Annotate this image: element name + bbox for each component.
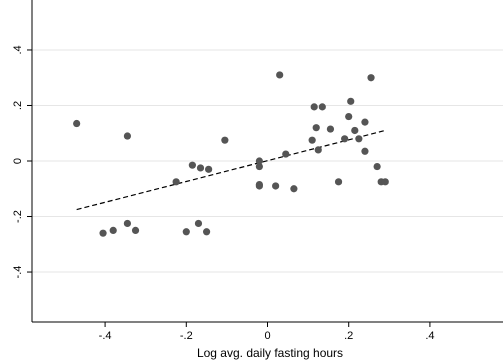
x-axis-title: Log avg. daily fasting hours <box>197 346 343 360</box>
data-point-30 <box>345 112 353 121</box>
data-point-33 <box>355 135 363 143</box>
data-point-0 <box>73 119 81 128</box>
data-point-5 <box>131 226 140 234</box>
y-tick-label-2: 0 <box>12 158 24 164</box>
y-tick-label-0: -.4 <box>12 266 24 279</box>
data-point-28 <box>334 178 343 186</box>
data-point-22 <box>308 136 316 144</box>
data-point-18 <box>272 182 280 190</box>
data-point-1 <box>99 229 107 237</box>
x-tick-label-1: -.2 <box>180 330 193 342</box>
data-point-35 <box>361 147 369 155</box>
x-tick-label-0: -.4 <box>99 330 112 342</box>
data-point-37 <box>373 162 381 171</box>
axis-layer: -.4 -.2 0 .2 .4 -.4 -.2 0 .2 .4 <box>12 0 503 342</box>
data-point-25 <box>314 146 322 154</box>
data-point-24 <box>312 124 320 132</box>
data-point-14 <box>255 157 263 165</box>
data-point-15 <box>255 162 263 171</box>
data-point-17 <box>255 182 263 190</box>
data-point-3 <box>123 219 132 228</box>
fit-line-layer <box>76 129 386 211</box>
data-point-13 <box>221 136 229 144</box>
x-tick-label-4: .4 <box>425 330 434 342</box>
data-point-29 <box>341 135 349 143</box>
y-tick-label-4: .4 <box>12 45 24 54</box>
data-point-11 <box>202 228 211 236</box>
data-point-39 <box>381 178 389 186</box>
data-point-23 <box>310 103 318 111</box>
data-point-19 <box>276 71 284 79</box>
data-point-8 <box>188 161 196 169</box>
points-layer <box>73 71 389 237</box>
data-point-34 <box>361 118 369 126</box>
data-point-6 <box>172 178 180 186</box>
data-point-32 <box>351 126 359 135</box>
y-tick-label-3: .2 <box>12 101 24 110</box>
data-point-27 <box>326 125 335 133</box>
data-point-10 <box>196 164 205 172</box>
y-tick-label-1: -.2 <box>12 210 24 223</box>
data-point-7 <box>182 228 190 236</box>
data-point-4 <box>123 132 132 140</box>
data-point-2 <box>109 226 117 234</box>
data-point-20 <box>282 150 290 158</box>
data-point-9 <box>194 219 203 228</box>
data-point-31 <box>347 97 355 105</box>
fit-line <box>76 129 386 211</box>
data-point-21 <box>290 185 298 193</box>
data-point-26 <box>318 103 326 111</box>
data-point-36 <box>367 74 375 82</box>
x-tick-label-2: 0 <box>264 330 270 342</box>
x-tick-label-3: .2 <box>344 330 353 342</box>
data-point-12 <box>205 165 213 173</box>
